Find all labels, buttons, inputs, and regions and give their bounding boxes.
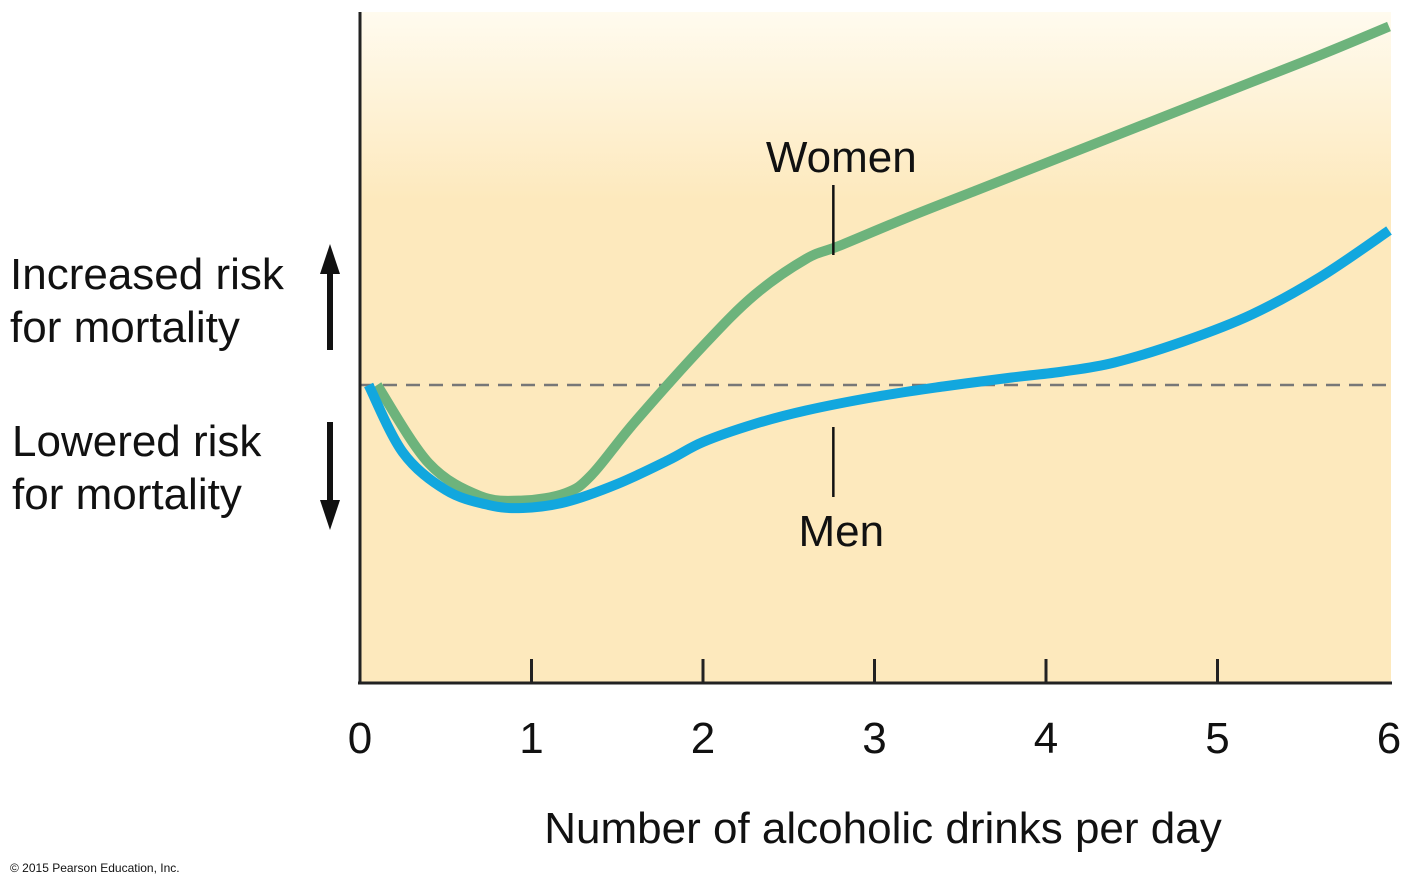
- series-line-women: [372, 21, 1391, 506]
- x-tick-label: 0: [348, 714, 372, 763]
- series-layer: [364, 21, 1392, 514]
- annotation-label-women: Women: [766, 133, 917, 182]
- x-axis-label: Number of alcoholic drinks per day: [544, 804, 1221, 853]
- annotation-label-men: Men: [799, 507, 885, 556]
- copyright-text: © 2015 Pearson Education, Inc.: [10, 861, 180, 875]
- y-label-lowered-line1: Lowered risk: [12, 417, 262, 466]
- x-tick-label: 4: [1034, 714, 1058, 763]
- y-label-lowered: Lowered risk for mortality: [12, 417, 274, 519]
- y-label-lowered-line2: for mortality: [12, 470, 242, 519]
- y-label-increased-line1: Increased risk: [10, 250, 285, 299]
- down-arrow-icon: [320, 422, 340, 530]
- y-label-increased: Increased risk for mortality: [10, 250, 296, 352]
- plot-background: [360, 12, 1391, 683]
- x-tick-label: 6: [1377, 714, 1401, 763]
- x-tick-label: 2: [691, 714, 715, 763]
- x-tick-layer: 0 1 2 3 4 5 6: [348, 659, 1401, 763]
- up-arrow-icon: [320, 244, 340, 350]
- x-tick-label: 1: [519, 714, 543, 763]
- series-line-men: [364, 226, 1392, 514]
- x-tick-label: 5: [1205, 714, 1229, 763]
- y-label-increased-line2: for mortality: [10, 303, 240, 352]
- x-tick-label: 3: [862, 714, 886, 763]
